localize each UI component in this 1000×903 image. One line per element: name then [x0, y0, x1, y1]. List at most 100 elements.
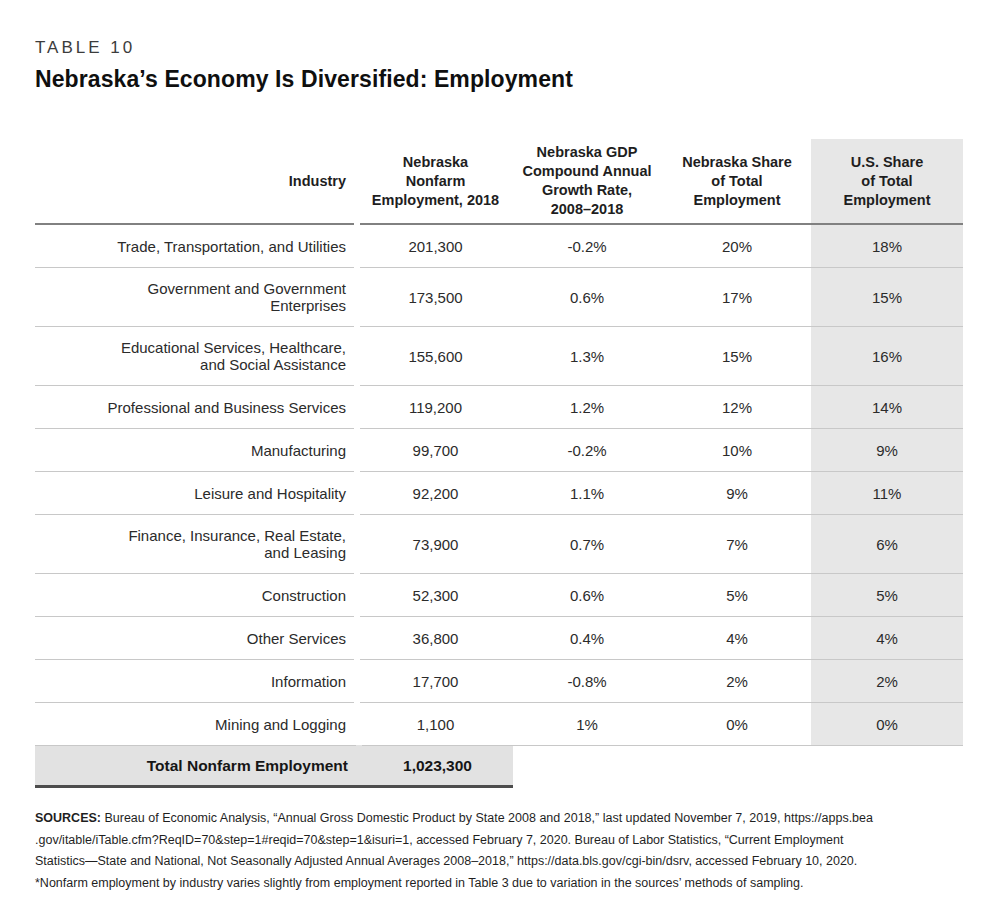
column-header-nebraska-share: Nebraska Share of Total Employment	[663, 139, 811, 223]
employment-value-cell: 99,700	[360, 429, 511, 471]
nebraska-share-value-cell: 17%	[663, 268, 811, 326]
nebraska-share-value-cell: 2%	[663, 660, 811, 702]
nebraska-share-value-cell: 9%	[663, 472, 811, 514]
us-share-value-cell: 0%	[811, 703, 963, 745]
sources-note: SOURCES: Bureau of Economic Analysis, “A…	[35, 808, 963, 894]
us-share-value-cell: 14%	[811, 386, 963, 428]
header-data-columns: Nebraska Nonfarm Employment, 2018 Nebras…	[360, 139, 963, 225]
industry-cell: Information	[35, 659, 354, 702]
row-data-columns: 173,500 0.6% 17% 15%	[360, 267, 963, 326]
column-header-gdp-growth: Nebraska GDP Compound Annual Growth Rate…	[511, 139, 663, 223]
employment-value-cell: 36,800	[360, 617, 511, 659]
employment-value-cell: 155,600	[360, 327, 511, 385]
employment-value-cell: 73,900	[360, 515, 511, 573]
us-share-value-cell: 2%	[811, 660, 963, 702]
table-row: Trade, Transportation, and Utilities 201…	[35, 225, 963, 267]
gdp-growth-value-cell: 1.2%	[511, 386, 663, 428]
nebraska-share-value-cell: 15%	[663, 327, 811, 385]
nebraska-share-value-cell: 7%	[663, 515, 811, 573]
nebraska-share-value-cell: 12%	[663, 386, 811, 428]
nebraska-share-value-cell: 5%	[663, 574, 811, 616]
industry-cell: Educational Services, Healthcare, and So…	[35, 326, 354, 385]
table-row: Professional and Business Services 119,2…	[35, 385, 963, 428]
employment-value-cell: 119,200	[360, 386, 511, 428]
industry-cell: Trade, Transportation, and Utilities	[35, 225, 354, 267]
us-share-value-cell: 6%	[811, 515, 963, 573]
row-data-columns: 52,300 0.6% 5% 5%	[360, 573, 963, 616]
table-header-row: Industry Nebraska Nonfarm Employment, 20…	[35, 139, 963, 225]
sources-line: SOURCES: Bureau of Economic Analysis, “A…	[35, 808, 963, 830]
nebraska-share-value-cell: 20%	[663, 225, 811, 267]
table-number-label: TABLE 10	[35, 38, 963, 58]
gdp-growth-value-cell: 0.6%	[511, 268, 663, 326]
us-share-value-cell: 9%	[811, 429, 963, 471]
footnote-line: *Nonfarm employment by industry varies s…	[35, 873, 963, 895]
industry-cell: Finance, Insurance, Real Estate, and Lea…	[35, 514, 354, 573]
row-data-columns: 155,600 1.3% 15% 16%	[360, 326, 963, 385]
gdp-growth-value-cell: -0.2%	[511, 429, 663, 471]
gdp-growth-value-cell: 0.4%	[511, 617, 663, 659]
total-value: 1,023,300	[362, 745, 513, 785]
employment-table: Industry Nebraska Nonfarm Employment, 20…	[35, 139, 963, 788]
row-data-columns: 73,900 0.7% 7% 6%	[360, 514, 963, 573]
table-body: Trade, Transportation, and Utilities 201…	[35, 225, 963, 745]
row-data-columns: 201,300 -0.2% 20% 18%	[360, 225, 963, 267]
total-label: Total Nonfarm Employment	[35, 745, 356, 785]
gdp-growth-value-cell: 1%	[511, 703, 663, 745]
row-data-columns: 99,700 -0.2% 10% 9%	[360, 428, 963, 471]
gdp-growth-value-cell: 0.7%	[511, 515, 663, 573]
nebraska-share-value-cell: 10%	[663, 429, 811, 471]
row-data-columns: 36,800 0.4% 4% 4%	[360, 616, 963, 659]
table-row: Government and Government Enterprises 17…	[35, 267, 963, 326]
table-row: Other Services 36,800 0.4% 4% 4%	[35, 616, 963, 659]
table-title: Nebraska’s Economy Is Diversified: Emplo…	[35, 66, 963, 93]
industry-cell: Manufacturing	[35, 428, 354, 471]
nebraska-share-value-cell: 0%	[663, 703, 811, 745]
sources-label: SOURCES:	[35, 811, 101, 825]
employment-value-cell: 17,700	[360, 660, 511, 702]
industry-cell: Other Services	[35, 616, 354, 659]
us-share-value-cell: 18%	[811, 225, 963, 267]
industry-cell: Mining and Logging	[35, 702, 354, 745]
gdp-growth-value-cell: -0.8%	[511, 660, 663, 702]
employment-value-cell: 52,300	[360, 574, 511, 616]
column-header-us-share: U.S. Share of Total Employment	[811, 139, 963, 223]
employment-value-cell: 92,200	[360, 472, 511, 514]
row-data-columns: 17,700 -0.8% 2% 2%	[360, 659, 963, 702]
table-row: Information 17,700 -0.8% 2% 2%	[35, 659, 963, 702]
industry-cell: Leisure and Hospitality	[35, 471, 354, 514]
nebraska-share-value-cell: 4%	[663, 617, 811, 659]
employment-value-cell: 1,100	[360, 703, 511, 745]
us-share-value-cell: 15%	[811, 268, 963, 326]
industry-cell: Construction	[35, 573, 354, 616]
gdp-growth-value-cell: 1.3%	[511, 327, 663, 385]
table-row: Manufacturing 99,700 -0.2% 10% 9%	[35, 428, 963, 471]
industry-cell: Government and Government Enterprises	[35, 267, 354, 326]
employment-value-cell: 201,300	[360, 225, 511, 267]
us-share-value-cell: 11%	[811, 472, 963, 514]
us-share-value-cell: 16%	[811, 327, 963, 385]
report-page: TABLE 10 Nebraska’s Economy Is Diversifi…	[0, 0, 1000, 903]
column-header-industry: Industry	[35, 139, 354, 225]
employment-value-cell: 173,500	[360, 268, 511, 326]
table-row: Educational Services, Healthcare, and So…	[35, 326, 963, 385]
row-data-columns: 119,200 1.2% 12% 14%	[360, 385, 963, 428]
total-row-spacer	[513, 745, 963, 788]
table-row: Finance, Insurance, Real Estate, and Lea…	[35, 514, 963, 573]
total-row: Total Nonfarm Employment 1,023,300	[35, 745, 963, 788]
industry-cell: Professional and Business Services	[35, 385, 354, 428]
us-share-value-cell: 4%	[811, 617, 963, 659]
table-row: Mining and Logging 1,100 1% 0% 0%	[35, 702, 963, 745]
column-header-nonfarm-employment: Nebraska Nonfarm Employment, 2018	[360, 139, 511, 223]
sources-line: Statistics—State and National, Not Seaso…	[35, 851, 963, 873]
gdp-growth-value-cell: 0.6%	[511, 574, 663, 616]
gdp-growth-value-cell: 1.1%	[511, 472, 663, 514]
table-row: Construction 52,300 0.6% 5% 5%	[35, 573, 963, 616]
table-row: Leisure and Hospitality 92,200 1.1% 9% 1…	[35, 471, 963, 514]
row-data-columns: 92,200 1.1% 9% 11%	[360, 471, 963, 514]
row-data-columns: 1,100 1% 0% 0%	[360, 702, 963, 745]
sources-text: Bureau of Economic Analysis, “Annual Gro…	[104, 811, 873, 825]
sources-line: .gov/itable/iTable.cfm?ReqID=70&step=1#r…	[35, 830, 963, 852]
total-row-highlight: Total Nonfarm Employment 1,023,300	[35, 745, 513, 788]
us-share-value-cell: 5%	[811, 574, 963, 616]
